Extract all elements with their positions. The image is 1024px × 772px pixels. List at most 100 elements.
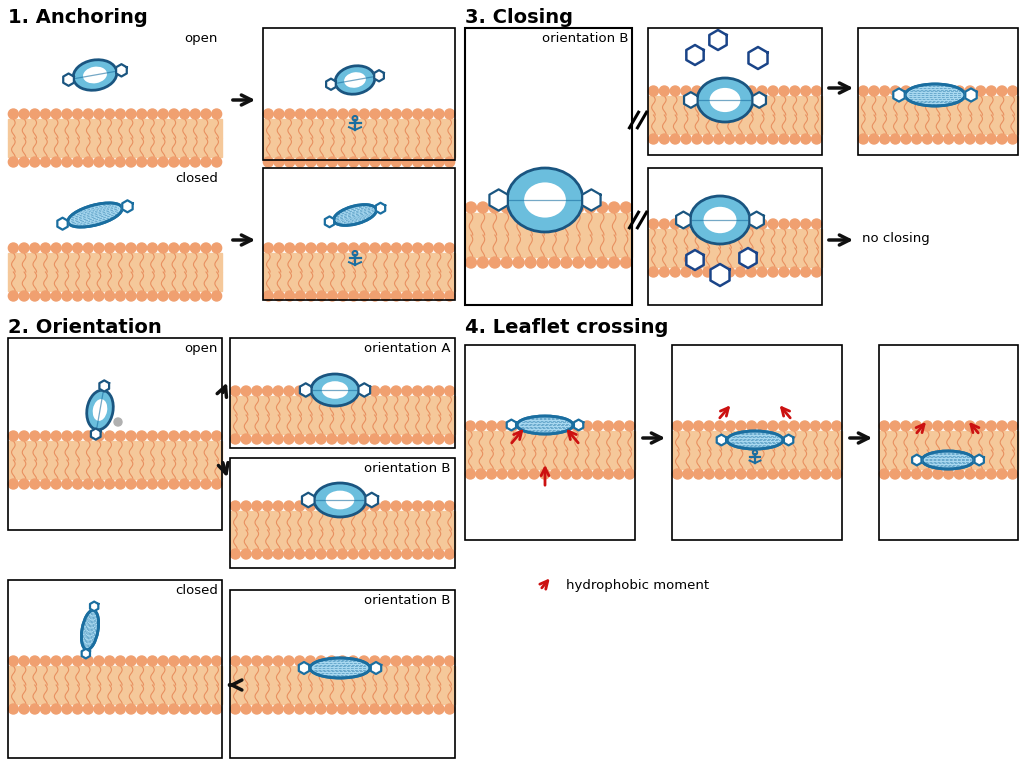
Bar — [230, 666, 455, 685]
Circle shape — [561, 202, 571, 213]
Circle shape — [305, 704, 315, 714]
Circle shape — [147, 109, 158, 119]
Polygon shape — [325, 216, 334, 227]
Circle shape — [735, 267, 745, 277]
Circle shape — [51, 157, 61, 167]
Circle shape — [735, 86, 745, 96]
Circle shape — [262, 549, 272, 559]
Circle shape — [381, 109, 391, 119]
Circle shape — [529, 469, 539, 479]
Circle shape — [126, 243, 136, 253]
Circle shape — [880, 134, 890, 144]
Circle shape — [476, 469, 486, 479]
Circle shape — [758, 469, 767, 479]
Circle shape — [858, 134, 868, 144]
Circle shape — [305, 434, 315, 444]
Circle shape — [8, 109, 18, 119]
Circle shape — [869, 86, 879, 96]
Ellipse shape — [83, 66, 106, 83]
Circle shape — [274, 291, 284, 301]
Circle shape — [768, 134, 778, 144]
Circle shape — [880, 86, 890, 96]
Circle shape — [901, 469, 910, 479]
Circle shape — [801, 134, 811, 144]
Circle shape — [413, 157, 423, 167]
Polygon shape — [63, 73, 74, 86]
Circle shape — [169, 109, 179, 119]
Circle shape — [603, 421, 613, 431]
Circle shape — [434, 291, 444, 301]
Polygon shape — [966, 89, 977, 102]
Circle shape — [423, 434, 433, 444]
Circle shape — [104, 291, 115, 301]
Polygon shape — [374, 70, 384, 81]
Circle shape — [8, 479, 18, 489]
Circle shape — [338, 243, 348, 253]
Circle shape — [359, 109, 370, 119]
Circle shape — [328, 243, 337, 253]
Text: orientation B: orientation B — [365, 594, 451, 607]
Polygon shape — [82, 648, 90, 659]
Ellipse shape — [87, 390, 114, 430]
Circle shape — [997, 86, 1007, 96]
Circle shape — [179, 109, 189, 119]
Circle shape — [51, 704, 61, 714]
Circle shape — [19, 109, 29, 119]
Circle shape — [116, 291, 125, 301]
Circle shape — [540, 421, 550, 431]
Circle shape — [434, 109, 444, 119]
Circle shape — [954, 134, 965, 144]
Circle shape — [890, 86, 900, 96]
Circle shape — [572, 257, 584, 268]
Circle shape — [201, 431, 211, 441]
Circle shape — [147, 704, 158, 714]
Circle shape — [444, 501, 455, 511]
Circle shape — [380, 501, 390, 511]
Circle shape — [252, 386, 262, 396]
Circle shape — [736, 421, 746, 431]
Circle shape — [370, 704, 380, 714]
Circle shape — [116, 431, 125, 441]
Circle shape — [585, 202, 596, 213]
Circle shape — [790, 86, 800, 96]
Circle shape — [252, 549, 262, 559]
Circle shape — [41, 656, 50, 666]
Circle shape — [327, 549, 337, 559]
Circle shape — [391, 386, 401, 396]
Circle shape — [801, 267, 811, 277]
Circle shape — [295, 549, 305, 559]
Polygon shape — [573, 420, 584, 431]
Circle shape — [316, 549, 326, 559]
Circle shape — [831, 421, 842, 431]
Ellipse shape — [697, 78, 753, 122]
Circle shape — [944, 86, 953, 96]
Circle shape — [986, 421, 996, 431]
Circle shape — [444, 291, 455, 301]
Bar — [8, 441, 222, 460]
Circle shape — [104, 243, 115, 253]
Circle shape — [444, 656, 455, 666]
Circle shape — [190, 479, 201, 489]
Circle shape — [284, 549, 294, 559]
Bar — [230, 396, 455, 415]
Circle shape — [746, 469, 757, 479]
Circle shape — [976, 421, 985, 431]
Bar — [230, 338, 455, 448]
Circle shape — [327, 434, 337, 444]
Circle shape — [513, 257, 524, 268]
Circle shape — [401, 434, 412, 444]
Circle shape — [338, 386, 347, 396]
Circle shape — [434, 434, 444, 444]
Circle shape — [137, 431, 146, 441]
Circle shape — [670, 219, 680, 229]
Circle shape — [359, 386, 369, 396]
Circle shape — [104, 431, 115, 441]
Circle shape — [702, 86, 713, 96]
Circle shape — [94, 656, 104, 666]
Circle shape — [444, 243, 455, 253]
Circle shape — [423, 549, 433, 559]
Circle shape — [477, 257, 488, 268]
Bar — [8, 685, 222, 704]
Circle shape — [681, 86, 691, 96]
Circle shape — [51, 431, 61, 441]
